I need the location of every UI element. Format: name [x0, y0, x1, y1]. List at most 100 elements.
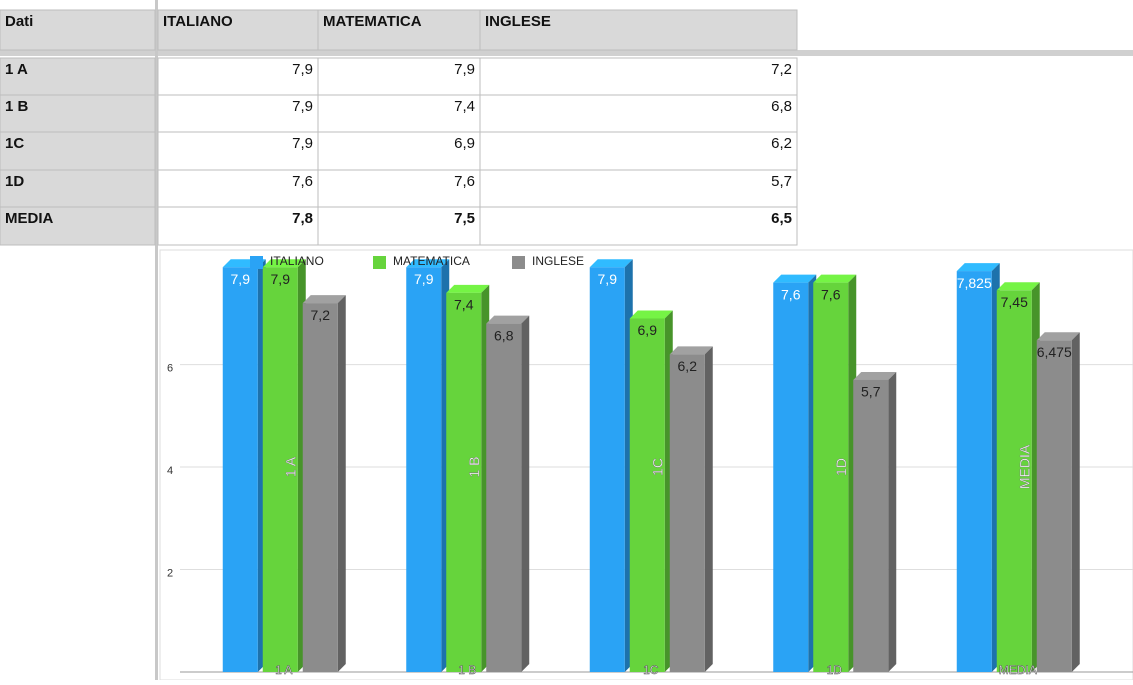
row-header-text: 1 A [5, 61, 28, 78]
data-label: 6,9 [638, 322, 658, 338]
cell [479, 94, 798, 133]
data-label: 6,2 [678, 358, 698, 374]
bar [302, 303, 338, 672]
data-label: 7,6 [821, 286, 841, 302]
header-cell [0, 9, 156, 51]
category-label-rotated: 1C [649, 458, 665, 476]
row-header-cell [0, 94, 156, 133]
category-label-rotated: 1D [833, 458, 849, 476]
x-tick-label: 1 A [275, 663, 292, 677]
bar-top [996, 282, 1040, 291]
category-label-rotated: 1 B [466, 456, 482, 477]
header-text: Dati [5, 13, 33, 30]
bar [629, 318, 665, 672]
data-label: 7,4 [454, 297, 474, 313]
cell-text: 6,8 [771, 98, 792, 115]
header-text: MATEMATICA [323, 13, 422, 30]
x-tick-label: MEDIA [999, 663, 1037, 677]
bar [486, 323, 522, 672]
data-label: 6,475 [1037, 344, 1072, 360]
cell-text: 7,4 [454, 98, 475, 115]
x-tick-label: 1C [643, 663, 659, 677]
bar-top [406, 259, 450, 268]
cell-text: 6,9 [454, 135, 475, 152]
data-label: 7,9 [231, 271, 251, 287]
x-tick-label: 1 B [458, 663, 476, 677]
cell-text: 7,6 [454, 173, 475, 190]
bar-top [813, 274, 857, 283]
header-text: INGLESE [485, 13, 551, 30]
x-tick-label: 1D [827, 663, 843, 677]
category-label-rotated: 1 A [282, 456, 298, 477]
legend-label: ITALIANO [270, 254, 324, 268]
cell [157, 206, 319, 246]
category-label-rotated: MEDIA [1016, 444, 1032, 489]
data-label: 7,6 [781, 286, 801, 302]
cell-text: 7,5 [454, 210, 475, 227]
bar-side [1071, 332, 1080, 672]
cell [157, 94, 319, 133]
data-label: 6,8 [494, 327, 514, 343]
bar [589, 267, 625, 672]
bar [773, 282, 809, 672]
cell [479, 169, 798, 208]
bar-top [853, 371, 897, 380]
cell [157, 169, 319, 208]
bar-top [446, 284, 490, 293]
data-label: 7,45 [1001, 294, 1028, 310]
cell [317, 131, 481, 171]
y-tick-label: 4 [167, 465, 173, 477]
legend-swatch [250, 256, 263, 269]
bar-top [486, 315, 530, 324]
frozen-column-line [155, 0, 158, 680]
data-label: 5,7 [861, 384, 881, 400]
bar [996, 290, 1032, 672]
cell [479, 206, 798, 246]
row-header-text: 1D [5, 173, 24, 190]
header-cell [479, 9, 798, 51]
row-header-text: MEDIA [5, 210, 54, 227]
bar [813, 282, 849, 672]
cell [157, 131, 319, 171]
data-label: 7,9 [271, 271, 291, 287]
bar-side [521, 315, 530, 672]
cell-text: 7,9 [454, 61, 475, 78]
legend-swatch [373, 256, 386, 269]
data-label: 7,9 [414, 271, 434, 287]
frozen-line [0, 50, 1133, 56]
cell [157, 57, 319, 96]
row-header-text: 1 B [5, 98, 29, 115]
cell-text: 7,9 [292, 61, 313, 78]
bar-top [589, 259, 633, 268]
bar [853, 379, 889, 672]
bar [956, 271, 992, 672]
cell-text: 7,2 [771, 61, 792, 78]
bar [406, 267, 442, 672]
bar-top [956, 263, 1000, 272]
bar-top [262, 259, 306, 268]
cell-text: 5,7 [771, 173, 792, 190]
cell-text: 6,5 [771, 210, 792, 227]
data-label: 7,825 [957, 275, 992, 291]
cell [317, 57, 481, 96]
bar-side [888, 371, 897, 672]
legend-label: MATEMATICA [393, 254, 470, 268]
data-label: 7,9 [598, 271, 618, 287]
bar-top [1036, 332, 1080, 341]
y-tick-label: 2 [167, 567, 173, 579]
bar [222, 267, 258, 672]
bar-top [302, 295, 346, 304]
cell-text: 6,2 [771, 135, 792, 152]
bar [446, 292, 482, 672]
cell [479, 131, 798, 171]
cell-text: 7,8 [292, 210, 313, 227]
y-tick-label: 6 [167, 362, 173, 374]
bar-side [337, 295, 346, 672]
cell [479, 57, 798, 96]
row-header-text: 1C [5, 135, 24, 152]
data-label: 7,2 [311, 307, 331, 323]
bar [1036, 340, 1072, 672]
bar-top [629, 310, 673, 319]
cell-text: 7,6 [292, 173, 313, 190]
